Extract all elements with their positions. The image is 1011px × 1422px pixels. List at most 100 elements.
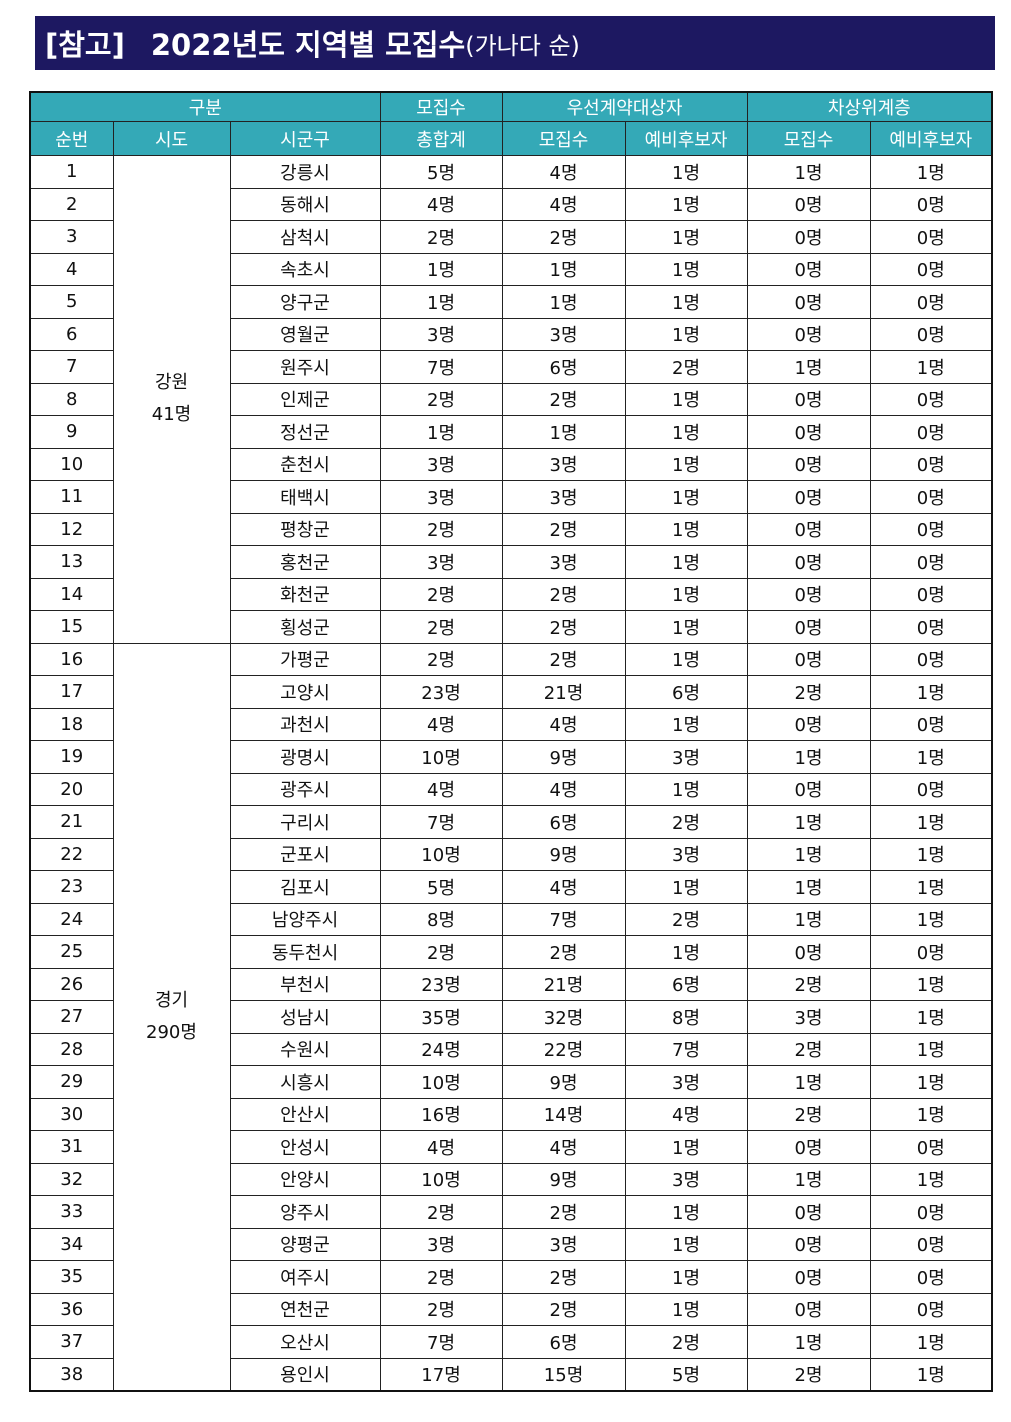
priority-reserve-cell: 6명 [624,675,748,709]
near-poverty-recruit-cell: 0명 [746,415,871,449]
table-row: 12 평창군 2명 2명 1명 0명 0명 [29,512,993,546]
priority-recruit-cell: 7명 [501,902,626,936]
seq-cell: 34 [29,1227,114,1261]
seq-cell: 8 [29,382,114,416]
district-cell: 광주시 [229,772,381,806]
district-cell: 양평군 [229,1227,381,1261]
table-row: 6 영월군 3명 3명 1명 0명 0명 [29,317,993,351]
district-cell: 과천시 [229,707,381,741]
seq-cell: 7 [29,350,114,384]
table-row: 18 과천시 4명 4명 1명 0명 0명 [29,707,993,741]
priority-reserve-cell: 1명 [624,577,748,611]
column-header: 총합계 [379,121,503,156]
table-row: 22 군포시 10명 9명 3명 1명 1명 [29,837,993,871]
priority-reserve-cell: 1명 [624,1195,748,1229]
district-cell: 화천군 [229,577,381,611]
total-cell: 23명 [379,967,503,1001]
seq-cell: 26 [29,967,114,1001]
total-cell: 1명 [379,285,503,319]
total-cell: 8명 [379,902,503,936]
priority-reserve-cell: 1명 [624,642,748,676]
priority-reserve-cell: 1명 [624,610,748,644]
total-cell: 7명 [379,350,503,384]
near-poverty-reserve-cell: 0명 [869,1195,993,1229]
table-row: 17 고양시 23명 21명 6명 2명 1명 [29,675,993,709]
total-cell: 3명 [379,480,503,514]
near-poverty-reserve-cell: 0명 [869,1292,993,1326]
priority-reserve-cell: 1명 [624,155,748,189]
district-cell: 광명시 [229,740,381,774]
near-poverty-recruit-cell: 1명 [746,1162,871,1196]
total-cell: 5명 [379,155,503,189]
total-cell: 2명 [379,935,503,969]
near-poverty-reserve-cell: 1명 [869,675,993,709]
table-row: 34 양평군 3명 3명 1명 0명 0명 [29,1227,993,1261]
table-row: 33 양주시 2명 2명 1명 0명 0명 [29,1195,993,1229]
priority-recruit-cell: 2명 [501,1292,626,1326]
table-row: 37 오산시 7명 6명 2명 1명 1명 [29,1325,993,1359]
near-poverty-reserve-cell: 1명 [869,1000,993,1034]
near-poverty-recruit-cell: 1명 [746,837,871,871]
priority-reserve-cell: 1명 [624,772,748,806]
seq-cell: 22 [29,837,114,871]
near-poverty-reserve-cell: 1명 [869,1325,993,1359]
column-header: 시군구 [229,121,381,156]
priority-recruit-cell: 1명 [501,252,626,286]
priority-reserve-cell: 1명 [624,935,748,969]
priority-reserve-cell: 1명 [624,382,748,416]
priority-reserve-cell: 3명 [624,740,748,774]
district-cell: 정선군 [229,415,381,449]
district-cell: 연천군 [229,1292,381,1326]
priority-reserve-cell: 4명 [624,1097,748,1131]
near-poverty-recruit-cell: 1명 [746,805,871,839]
priority-recruit-cell: 6명 [501,350,626,384]
district-cell: 영월군 [229,317,381,351]
priority-recruit-cell: 1명 [501,415,626,449]
near-poverty-reserve-cell: 1명 [869,967,993,1001]
seq-cell: 3 [29,220,114,254]
priority-reserve-cell: 1명 [624,447,748,481]
near-poverty-recruit-cell: 0명 [746,545,871,579]
total-cell: 7명 [379,1325,503,1359]
district-cell: 여주시 [229,1260,381,1294]
seq-cell: 6 [29,317,114,351]
total-cell: 24명 [379,1032,503,1066]
district-cell: 구리시 [229,805,381,839]
table-row: 36 연천군 2명 2명 1명 0명 0명 [29,1292,993,1326]
district-cell: 고양시 [229,675,381,709]
priority-reserve-cell: 6명 [624,967,748,1001]
near-poverty-recruit-cell: 0명 [746,642,871,676]
seq-cell: 9 [29,415,114,449]
near-poverty-reserve-cell: 0명 [869,642,993,676]
priority-recruit-cell: 3명 [501,1227,626,1261]
recruitment-table: 구분 모집수 우선계약대상자 차상위계층 순번 시도 시군구 총합계 모집수 예비후보자 모… [29,91,994,1392]
total-cell: 35명 [379,1000,503,1034]
total-cell: 10명 [379,740,503,774]
near-poverty-recruit-cell: 0명 [746,512,871,546]
near-poverty-recruit-cell: 1명 [746,155,871,189]
district-cell: 안성시 [229,1130,381,1164]
near-poverty-reserve-cell: 0명 [869,447,993,481]
seq-cell: 28 [29,1032,114,1066]
priority-reserve-cell: 1명 [624,415,748,449]
seq-cell: 11 [29,480,114,514]
group-header-category: 구분 [29,91,381,122]
seq-cell: 14 [29,577,114,611]
district-cell: 춘천시 [229,447,381,481]
priority-recruit-cell: 2명 [501,382,626,416]
near-poverty-recruit-cell: 0명 [746,1227,871,1261]
near-poverty-recruit-cell: 0명 [746,1260,871,1294]
total-cell: 3명 [379,447,503,481]
seq-cell: 10 [29,447,114,481]
seq-cell: 18 [29,707,114,741]
priority-recruit-cell: 3명 [501,545,626,579]
table-row: 19 광명시 10명 9명 3명 1명 1명 [29,740,993,774]
district-cell: 시흥시 [229,1065,381,1099]
near-poverty-reserve-cell: 1명 [869,805,993,839]
title-sub: (가나다 순) [465,31,580,60]
table-row: 1 강원 41명 강릉시 5명 4명 1명 1명 1명 [29,155,993,644]
priority-reserve-cell: 2명 [624,902,748,936]
total-cell: 16명 [379,1097,503,1131]
district-cell: 양구군 [229,285,381,319]
region-cell: 경기 290명 [112,642,231,1392]
